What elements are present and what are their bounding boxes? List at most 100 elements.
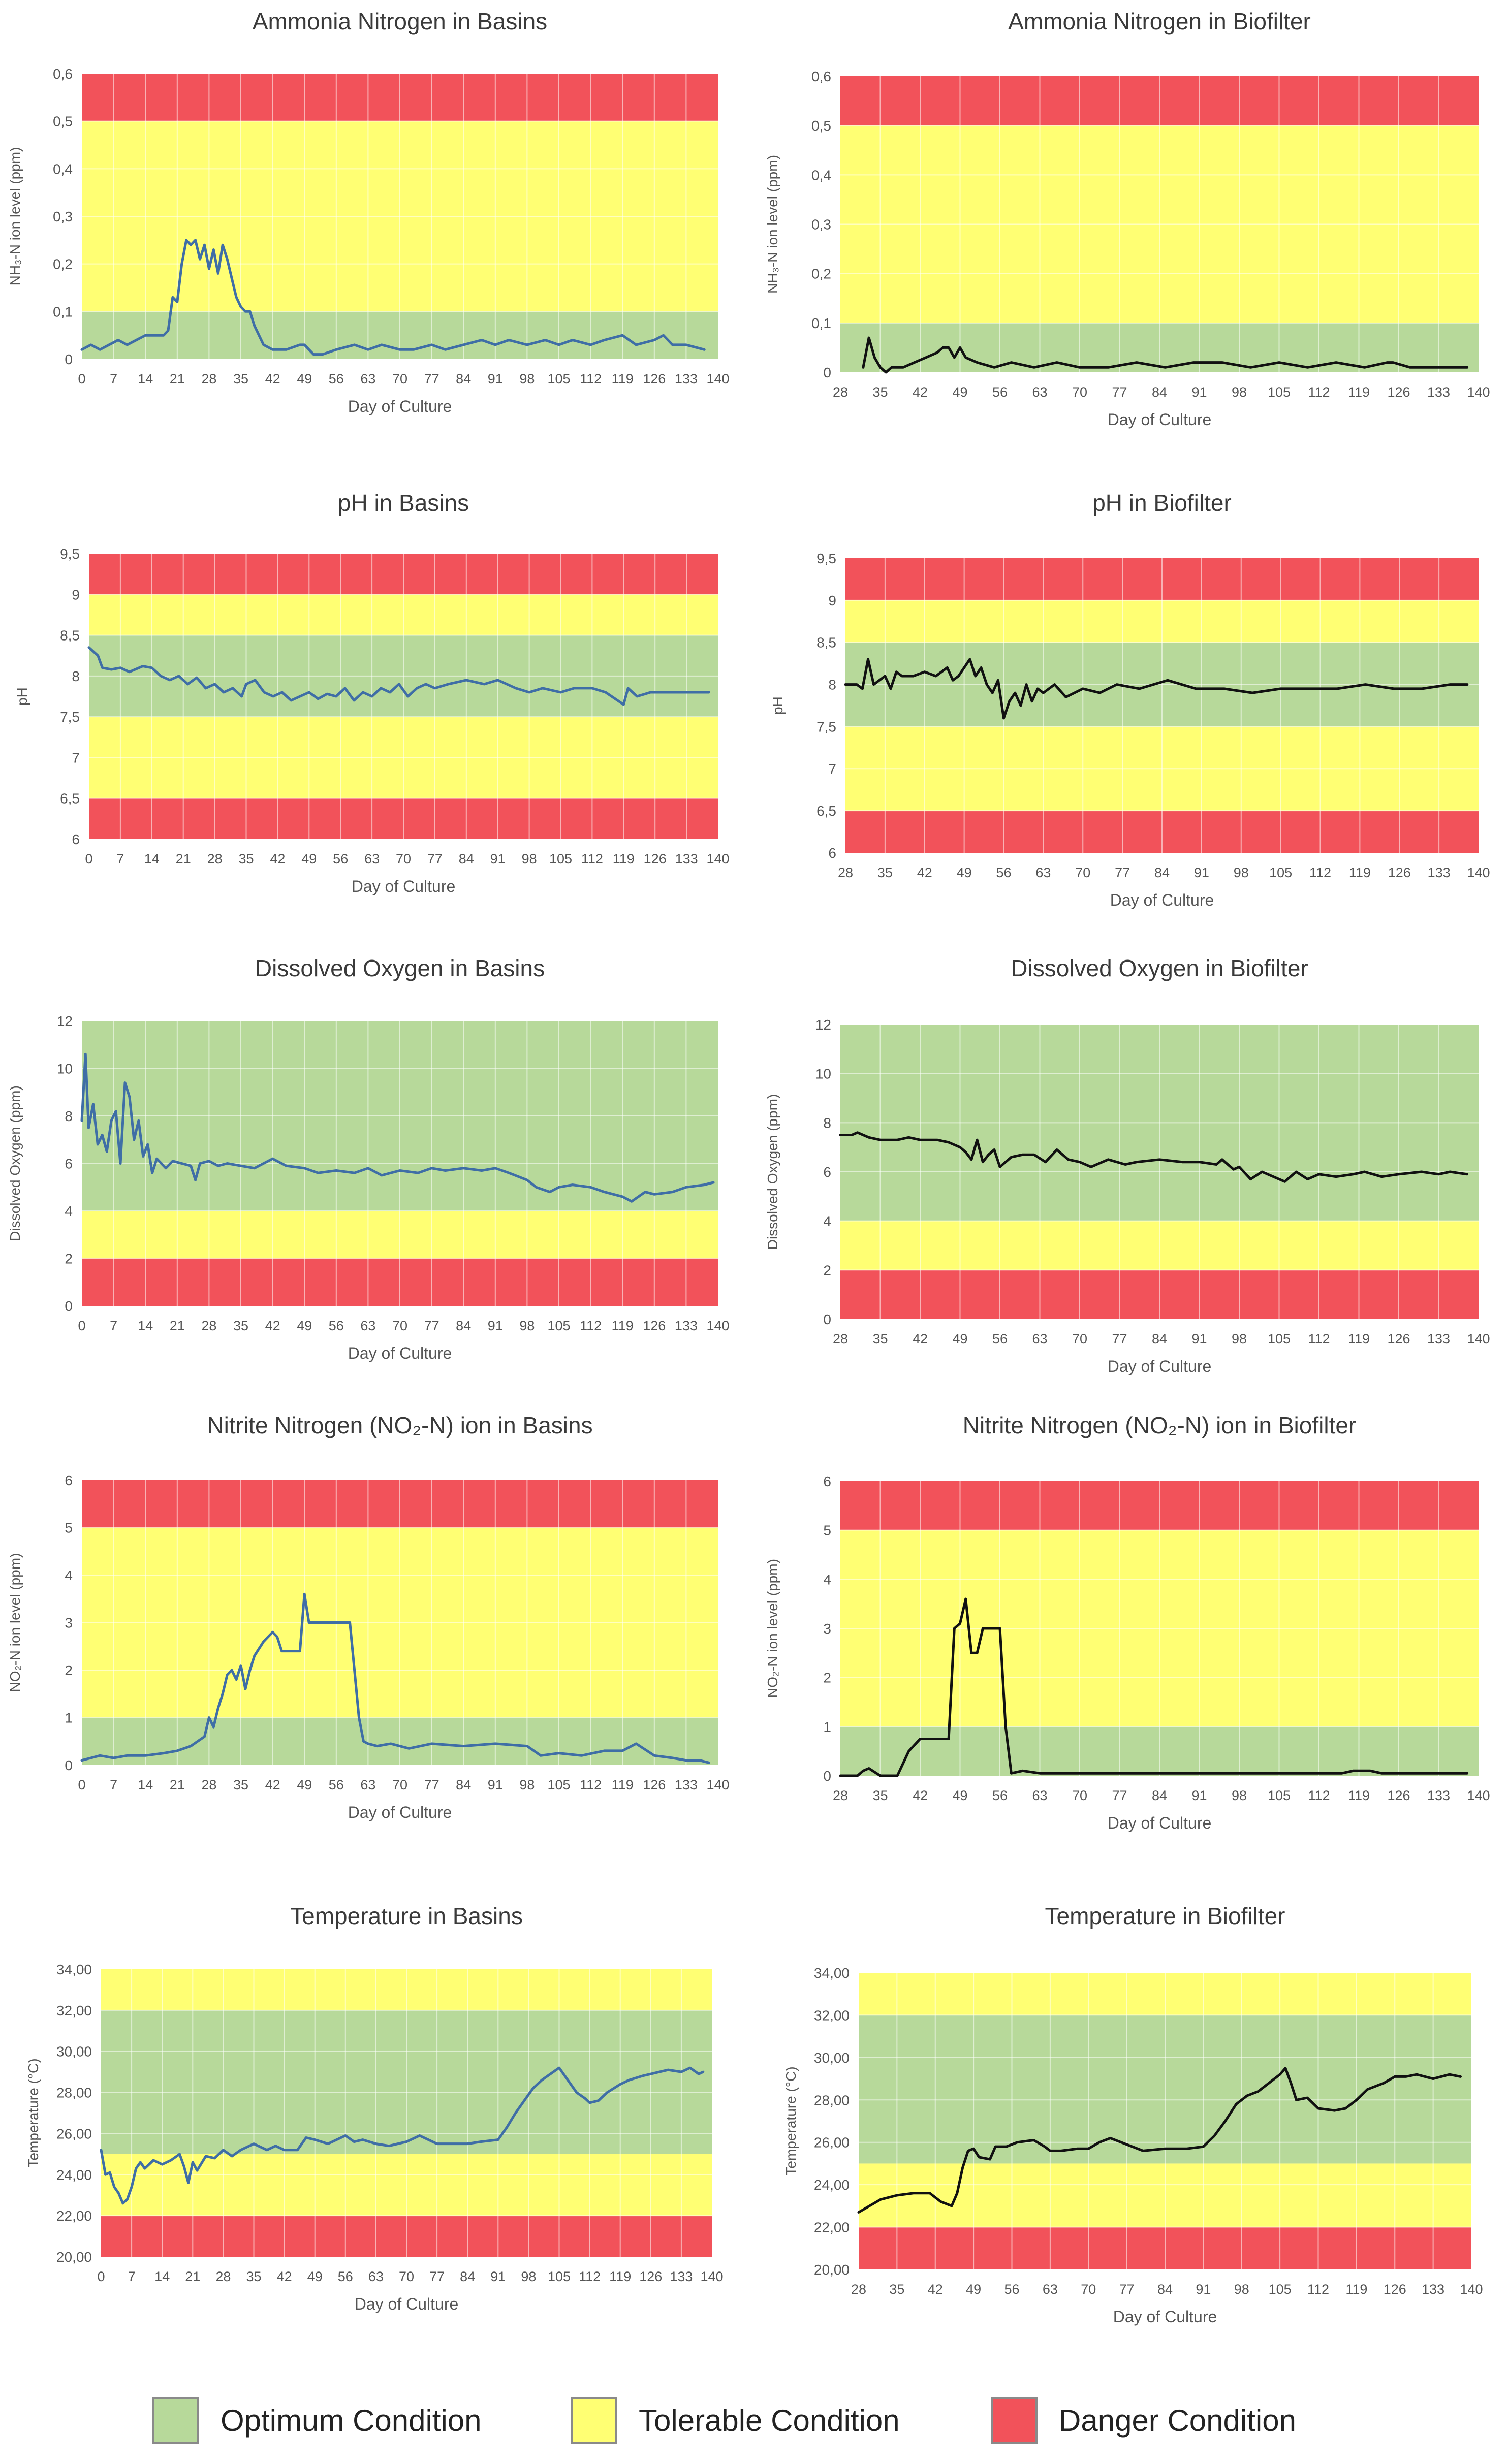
y-tick-label: 4 [823, 1572, 831, 1587]
y-tick-label: 6,5 [816, 803, 836, 819]
x-tick-label: 105 [547, 1318, 570, 1333]
x-tick-label: 126 [639, 2269, 662, 2284]
x-tick-label: 56 [338, 2269, 353, 2284]
y-tick-label: 22,00 [56, 2208, 92, 2224]
x-tick-label: 7 [110, 1777, 117, 1793]
y-tick-label: 8 [72, 668, 80, 684]
x-tick-label: 112 [1309, 865, 1331, 880]
x-tick-label: 56 [333, 851, 348, 867]
x-tick-label: 119 [612, 1318, 634, 1333]
x-tick-label: 42 [928, 2282, 943, 2297]
x-axis-title: Day of Culture [348, 1344, 452, 1362]
y-axis-title: NH₃-N ion level (ppm) [7, 147, 23, 286]
x-tick-label: 105 [1268, 385, 1291, 400]
y-tick-label: 10 [815, 1066, 831, 1082]
x-tick-label: 21 [170, 371, 185, 387]
x-tick-label: 119 [1345, 2282, 1367, 2297]
y-axis-title: Dissolved Oxygen (ppm) [7, 1085, 23, 1241]
x-tick-label: 133 [670, 2269, 693, 2284]
x-tick-label: 112 [580, 371, 602, 387]
x-tick-label: 105 [547, 1777, 570, 1793]
x-tick-label: 98 [519, 1777, 535, 1793]
x-axis-title: Day of Culture [1108, 1814, 1212, 1832]
y-tick-label: 7,5 [816, 719, 836, 734]
y-tick-label: 7,5 [60, 709, 80, 725]
x-tick-label: 140 [1460, 2282, 1483, 2297]
x-tick-label: 77 [1112, 1331, 1127, 1347]
x-tick-label: 84 [460, 2269, 475, 2284]
x-tick-label: 28 [833, 385, 848, 400]
x-tick-label: 63 [368, 2269, 384, 2284]
x-tick-label: 140 [1467, 1331, 1490, 1347]
x-tick-label: 84 [456, 1777, 471, 1793]
x-tick-label: 98 [1234, 2282, 1249, 2297]
x-tick-label: 42 [913, 385, 928, 400]
legend-label-danger: Danger Condition [1059, 2403, 1296, 2438]
chart-title: pH in Basins [338, 490, 469, 516]
x-tick-label: 28 [833, 1788, 848, 1803]
x-tick-label: 14 [154, 2269, 170, 2284]
y-tick-label: 9 [828, 593, 836, 609]
y-tick-label: 8 [65, 1108, 73, 1124]
x-tick-label: 112 [580, 1318, 602, 1333]
y-tick-label: 0,4 [53, 161, 73, 177]
x-tick-label: 63 [1043, 2282, 1058, 2297]
y-tick-label: 5 [823, 1523, 831, 1539]
x-tick-label: 56 [992, 1331, 1008, 1347]
y-tick-label: 8,5 [816, 635, 836, 651]
legend-label-tolerable: Tolerable Condition [639, 2403, 900, 2438]
y-tick-label: 8 [823, 1115, 831, 1131]
x-tick-label: 77 [427, 851, 443, 867]
x-tick-label: 91 [1196, 2282, 1211, 2297]
x-tick-label: 98 [1234, 865, 1249, 880]
series-line-basins [80, 1052, 715, 1203]
y-tick-label: 0,1 [811, 315, 831, 331]
x-tick-label: 28 [851, 2282, 866, 2297]
y-tick-label: 0,3 [53, 209, 73, 225]
series-line-biofilter [857, 2067, 1462, 2214]
y-tick-label: 4 [65, 1203, 73, 1219]
y-axis-title: NH₃-N ion level (ppm) [765, 155, 780, 294]
y-tick-label: 6 [65, 1473, 73, 1488]
x-tick-label: 84 [459, 851, 474, 867]
x-tick-label: 126 [643, 1777, 666, 1793]
chart-ammonia-biofilter: Ammonia Nitrogen in Biofilter 28 35 42 49 56 6… [765, 8, 1490, 429]
y-tick-label: 30,00 [56, 2044, 92, 2060]
x-tick-label: 49 [957, 865, 972, 880]
x-tick-label: 119 [612, 1777, 634, 1793]
x-tick-label: 119 [612, 371, 634, 387]
series-line-basins [87, 646, 710, 706]
x-tick-label: 70 [1072, 1331, 1087, 1347]
x-tick-label: 35 [872, 385, 888, 400]
y-tick-label: 8 [828, 677, 836, 693]
y-tick-label: 4 [823, 1213, 831, 1229]
x-tick-label: 70 [392, 371, 407, 387]
y-tick-label: 3 [823, 1621, 831, 1637]
y-tick-label: 0,2 [811, 266, 831, 282]
x-tick-label: 98 [522, 851, 537, 867]
x-tick-label: 21 [185, 2269, 200, 2284]
x-axis-title: Day of Culture [348, 1803, 452, 1821]
y-tick-label: 1 [823, 1719, 831, 1735]
x-tick-label: 0 [85, 851, 92, 867]
x-tick-label: 42 [917, 865, 932, 880]
x-tick-label: 105 [549, 851, 572, 867]
x-tick-label: 35 [238, 851, 254, 867]
x-tick-label: 28 [215, 2269, 231, 2284]
x-tick-label: 42 [913, 1788, 928, 1803]
y-tick-label: 20,00 [56, 2249, 92, 2265]
y-tick-label: 24,00 [814, 2177, 850, 2193]
x-tick-label: 63 [1035, 865, 1051, 880]
x-tick-label: 91 [488, 1318, 503, 1333]
x-tick-label: 35 [233, 371, 248, 387]
x-tick-label: 140 [700, 2269, 723, 2284]
x-tick-label: 133 [675, 851, 698, 867]
x-tick-label: 14 [138, 371, 153, 387]
x-tick-label: 105 [1269, 2282, 1292, 2297]
y-axis-title: NO₂-N ion level (ppm) [765, 1559, 780, 1698]
x-tick-label: 56 [996, 865, 1011, 880]
x-tick-label: 49 [297, 1318, 312, 1333]
x-tick-label: 28 [201, 1318, 216, 1333]
x-tick-label: 98 [521, 2269, 536, 2284]
